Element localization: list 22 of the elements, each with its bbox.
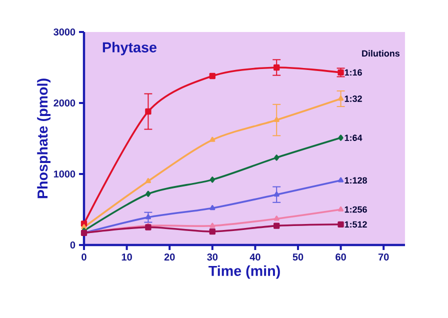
- series-label: 1:512: [344, 221, 367, 228]
- y-tick-label: 3000: [54, 28, 76, 36]
- series-label: 1:32: [344, 96, 362, 102]
- series-label: 1:256: [344, 206, 367, 213]
- y-tick-label: 2000: [54, 99, 76, 107]
- series-label: 1:128: [344, 177, 367, 184]
- text: Phytase: [102, 42, 156, 56]
- x-tick-label: 60: [336, 254, 346, 261]
- x-axis-title: Time (min): [208, 265, 280, 279]
- x-tick-label: 0: [82, 254, 86, 261]
- legend-title: Dilutions: [362, 50, 400, 57]
- series-label: 1:16: [344, 69, 362, 76]
- y-tick-label: 0: [70, 241, 76, 249]
- x-tick-label: 10: [122, 254, 132, 261]
- y-tick-label: 1000: [54, 170, 76, 178]
- x-tick-label: 40: [250, 254, 260, 261]
- x-tick-label: 20: [164, 254, 175, 261]
- y-axis-title: Phosphate (pmol): [37, 78, 50, 198]
- x-tick-label: 30: [207, 254, 218, 261]
- x-tick-label: 70: [378, 254, 389, 261]
- series-label: 1:64: [344, 134, 362, 141]
- x-tick-label: 50: [292, 254, 304, 261]
